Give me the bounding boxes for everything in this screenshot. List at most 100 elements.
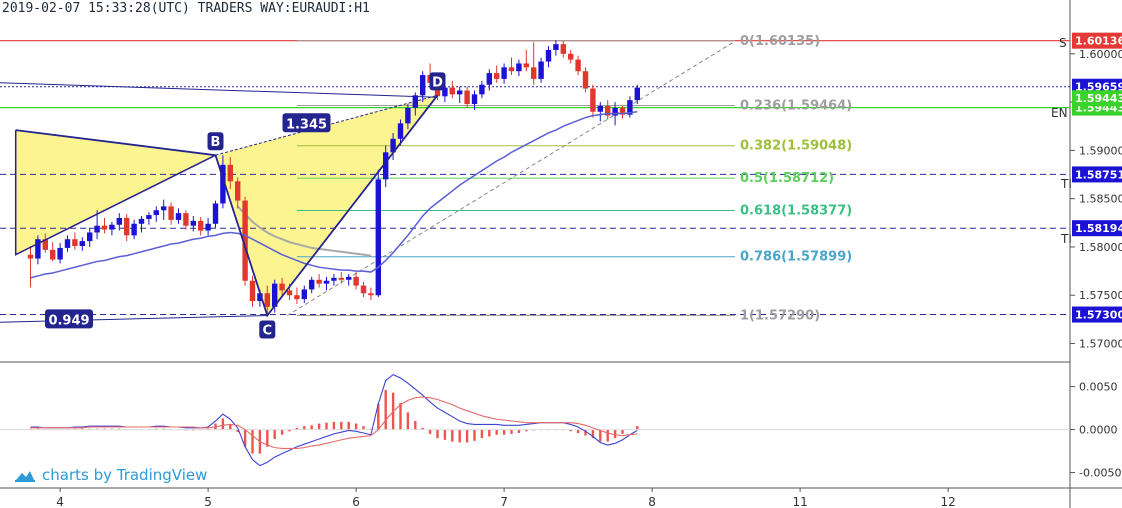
candle-body (109, 224, 115, 230)
candle-body (494, 73, 500, 79)
macd-hist-bar (332, 421, 336, 430)
candle-body (420, 75, 426, 96)
header-symbol: TRADERS WAY:EURAUDI:H1 (197, 1, 370, 16)
macd-hist-bar (428, 429, 432, 434)
macd-hist-bar (495, 429, 498, 435)
price-tag-bg-0 (1072, 32, 1122, 49)
macd-hist-bar (451, 429, 454, 442)
pattern-xab-fill (15, 130, 216, 255)
macd-series-0 (30, 373, 638, 467)
candle-body (545, 49, 552, 62)
candle-body (575, 59, 581, 72)
edge-label-s: S (1059, 36, 1067, 50)
candle-body (471, 94, 478, 105)
macd-hist-bar (295, 427, 299, 430)
tradingview-watermark[interactable]: charts by TradingView (14, 466, 207, 484)
candle-body (101, 225, 108, 230)
macd-hist-bar (325, 422, 328, 430)
macd-tick-label-1: 0.0000 (1079, 424, 1118, 437)
macd-hist-bar (584, 429, 587, 436)
macd-hist-bar (517, 429, 521, 434)
candle-body (353, 276, 359, 286)
candle-body (338, 277, 344, 280)
ma-blue-line (30, 110, 638, 279)
macd-hist-bar (273, 429, 276, 440)
fib-trend-line (287, 40, 736, 316)
candle-body (168, 206, 174, 220)
candle-body (279, 283, 285, 291)
candle-body (405, 107, 411, 124)
candle-body (146, 215, 152, 219)
macd-hist-bar (458, 429, 461, 443)
candle-body (235, 181, 241, 201)
candle-body (42, 239, 48, 250)
time-tick-label-2: 6 (352, 495, 360, 508)
ma-grey-line (236, 205, 372, 257)
candle-body (605, 105, 611, 116)
candle-body (64, 239, 71, 248)
price-tag-5: 1.57300 (1075, 309, 1122, 322)
candle-body (87, 232, 93, 242)
price-tag-4: 1.58194 (1075, 222, 1122, 235)
macd-hist-bar (421, 427, 424, 430)
candle-body (227, 164, 233, 182)
ratio-xc-bg (45, 309, 93, 329)
fib-label-5: 0.786(1.57899) (740, 250, 852, 265)
price-tick-label-4: 1.58000 (1079, 241, 1122, 254)
candle-body (390, 138, 396, 153)
fib-label-0: 0(1.60135) (740, 34, 820, 49)
candle-body (479, 84, 485, 95)
tradingview-cloud-icon (15, 471, 35, 482)
macd-hist-bar (525, 429, 528, 432)
candle-body (153, 210, 159, 216)
edge-label-en: EN (1051, 106, 1068, 120)
candle-body (301, 289, 307, 300)
macd-hist-bar (613, 429, 617, 439)
macd-hist-bar (576, 429, 580, 434)
time-tick-label-0: 4 (56, 495, 64, 508)
candle-body (264, 293, 270, 307)
candle-body (508, 67, 515, 72)
candle-body (449, 87, 455, 95)
ratio-xc-label: 0.949 (48, 313, 89, 328)
macd-hist-bar (243, 429, 247, 447)
point-label-C: C (263, 324, 273, 339)
macd-hist-bar (340, 421, 343, 430)
candle-body (464, 90, 470, 105)
macd-series-1 (30, 396, 638, 450)
candle-body (582, 71, 589, 89)
macd-hist-bar (488, 429, 491, 437)
header-datetime: 2019-02-07 15:33:28(UTC) (2, 1, 190, 16)
candle-body (249, 280, 256, 302)
candle-body (375, 179, 381, 296)
macd-hist-bar (303, 426, 306, 430)
price-tick-label-3: 1.58500 (1079, 193, 1122, 206)
candle-body (619, 107, 626, 115)
macd-hist-bar (384, 390, 387, 430)
candle-body (94, 225, 100, 233)
candle-body (57, 247, 63, 260)
pattern-xc-line (0, 315, 268, 323)
candle-body (131, 223, 137, 236)
macd-hist-bar (436, 429, 439, 439)
candle-body (286, 290, 293, 296)
projection-line (0, 82, 438, 98)
time-tick-label-1: 5 (204, 495, 212, 508)
macd-hist-bar (599, 429, 602, 442)
edge-label-ti-1: TI (1060, 177, 1072, 191)
candle-body (220, 164, 226, 204)
candle-body (516, 63, 522, 72)
candle-body (116, 217, 122, 225)
macd-hist-bar (377, 403, 380, 430)
candle-body (161, 206, 167, 211)
candle-body (294, 295, 300, 300)
macd-hist-bar (221, 418, 225, 430)
price-tick-label-5: 1.57500 (1079, 289, 1122, 302)
macd-hist-bar (502, 429, 506, 435)
price-tag-6: 1.59443 (1075, 92, 1122, 105)
candle-body (501, 67, 507, 79)
fib-label-2: 0.382(1.59048) (740, 139, 852, 154)
price-tag-bg-5 (1072, 306, 1122, 323)
candle-body (72, 239, 78, 246)
